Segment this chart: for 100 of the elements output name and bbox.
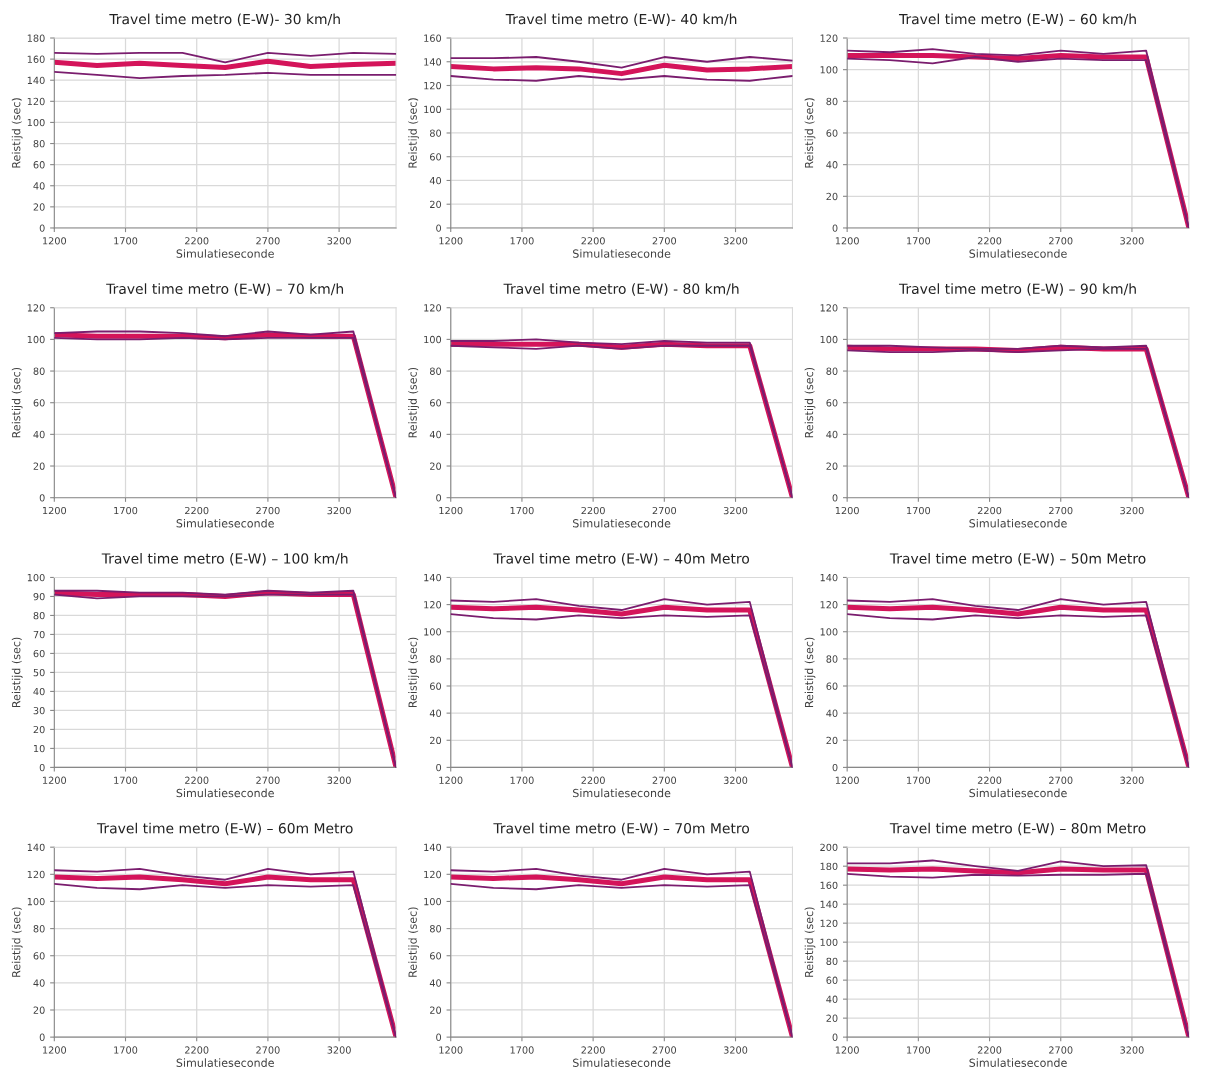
- y-tick-label: 80: [826, 655, 838, 663]
- chart-title: Travel time metro (E-W) – 70m Metro: [493, 822, 750, 836]
- y-tick-label: 40: [33, 182, 45, 190]
- x-tick-label: 2200: [977, 506, 1002, 515]
- x-tick-label: 1200: [43, 506, 67, 515]
- y-tick-label: 0: [436, 224, 442, 232]
- y-tick-label: 180: [820, 862, 838, 871]
- y-tick-label: 20: [826, 462, 838, 470]
- y-tick-label: 40: [826, 161, 838, 169]
- x-tick-label: 2700: [256, 1046, 280, 1054]
- y-tick-label: 0: [39, 494, 45, 502]
- y-tick-label: 180: [27, 34, 45, 42]
- x-tick-label: 2200: [581, 506, 605, 515]
- y-tick-label: 20: [33, 1006, 45, 1014]
- y-tick-label: 100: [820, 335, 838, 344]
- x-tick-label: 2200: [977, 1046, 1002, 1054]
- y-tick-label: 30: [33, 706, 45, 715]
- chart-title: Travel time metro (E-W) – 70 km/h: [106, 283, 344, 296]
- y-tick-label: 100: [424, 105, 442, 114]
- y-tick-label: 140: [27, 843, 45, 852]
- y-tick-label: 20: [430, 462, 442, 470]
- x-tick-label: 3200: [1120, 1046, 1144, 1054]
- chart-title: Travel time metro (E-W)- 40 km/h: [505, 13, 737, 26]
- x-tick-label: 1200: [835, 506, 859, 515]
- y-tick-label: 40: [33, 430, 45, 439]
- y-tick-label: 100: [27, 335, 45, 344]
- x-tick-label: 3200: [327, 237, 351, 245]
- x-tick-label: 2200: [185, 506, 209, 515]
- y-tick-label: 120: [424, 870, 442, 879]
- x-axis-title: Simulatieseconde: [969, 788, 1067, 798]
- y-tick-label: 0: [39, 1033, 45, 1041]
- x-tick-label: 1200: [835, 1046, 859, 1054]
- y-axis-title: Reistijd (sec): [408, 367, 419, 438]
- x-tick-label: 1700: [907, 776, 931, 784]
- y-tick-label: 60: [826, 976, 838, 984]
- x-tick-label: 3200: [723, 1046, 748, 1054]
- chart-title: Travel time metro (E-W) – 50m Metro: [889, 553, 1146, 566]
- y-tick-label: 80: [33, 925, 45, 933]
- y-tick-label: 20: [33, 203, 45, 211]
- x-tick-label: 1200: [43, 1046, 67, 1054]
- y-tick-label: 100: [820, 938, 838, 946]
- x-tick-label: 1200: [439, 237, 463, 245]
- x-tick-label: 3200: [327, 776, 351, 784]
- x-tick-label: 2700: [1049, 776, 1073, 784]
- x-tick-label: 2200: [581, 1046, 605, 1054]
- y-tick-label: 120: [27, 870, 45, 879]
- x-tick-label: 2700: [256, 237, 280, 245]
- x-tick-label: 3200: [1120, 506, 1144, 515]
- y-tick-label: 60: [33, 399, 45, 407]
- y-tick-label: 0: [39, 224, 45, 232]
- y-axis-title: Reistijd (sec): [11, 367, 23, 438]
- y-axis-title: Reistijd (sec): [804, 907, 816, 977]
- x-tick-label: 3200: [327, 1046, 351, 1054]
- x-tick-label: 1700: [510, 1046, 534, 1054]
- y-tick-label: 100: [820, 628, 838, 636]
- y-tick-label: 100: [27, 118, 45, 127]
- x-tick-label: 1200: [439, 776, 463, 784]
- y-tick-label: 20: [430, 200, 442, 209]
- chart-title: Travel time metro (E-W) – 100 km/h: [101, 553, 348, 566]
- x-tick-label: 1200: [835, 237, 859, 245]
- x-tick-label: 2200: [185, 237, 209, 245]
- x-axis-title: Simulatieseconde: [176, 1058, 274, 1067]
- y-tick-label: 120: [424, 601, 442, 609]
- y-tick-label: 0: [436, 494, 442, 502]
- y-tick-label: 40: [429, 176, 442, 185]
- x-tick-label: 2700: [652, 776, 677, 784]
- y-tick-label: 0: [832, 494, 838, 502]
- x-tick-label: 1700: [114, 776, 138, 784]
- x-tick-label: 2700: [1049, 237, 1073, 245]
- y-tick-label: 20: [826, 736, 838, 745]
- y-tick-label: 60: [33, 649, 45, 658]
- y-tick-label: 40: [826, 995, 838, 1003]
- y-tick-label: 80: [429, 367, 442, 375]
- y-tick-label: 120: [820, 919, 838, 927]
- y-tick-label: 80: [33, 611, 45, 620]
- y-tick-label: 160: [27, 55, 45, 63]
- y-tick-label: 60: [826, 129, 838, 137]
- y-tick-label: 20: [33, 462, 45, 470]
- x-tick-label: 1200: [835, 776, 859, 784]
- y-tick-label: 100: [424, 335, 442, 344]
- y-axis-title: Reistijd (sec): [11, 637, 23, 708]
- x-tick-label: 1200: [43, 237, 67, 245]
- x-tick-label: 1700: [907, 237, 931, 245]
- x-tick-label: 3200: [327, 506, 351, 515]
- x-axis-title: Simulatieseconde: [176, 518, 274, 528]
- x-axis-title: Simulatieseconde: [573, 518, 671, 528]
- y-axis-title: Reistijd (sec): [11, 907, 23, 977]
- chart-title: Travel time metro (E-W)- 30 km/h: [109, 13, 340, 26]
- x-tick-label: 2700: [1049, 506, 1073, 515]
- y-tick-label: 20: [430, 736, 442, 745]
- y-tick-label: 20: [826, 1014, 838, 1022]
- y-tick-label: 40: [429, 709, 442, 717]
- y-tick-label: 120: [820, 304, 838, 312]
- x-tick-label: 1200: [439, 1046, 463, 1054]
- x-tick-label: 2700: [1049, 1046, 1073, 1054]
- y-tick-label: 80: [429, 925, 442, 933]
- y-tick-label: 10: [33, 744, 45, 753]
- y-tick-label: 100: [424, 628, 442, 636]
- y-tick-label: 60: [430, 682, 442, 690]
- x-tick-label: 2200: [977, 237, 1002, 245]
